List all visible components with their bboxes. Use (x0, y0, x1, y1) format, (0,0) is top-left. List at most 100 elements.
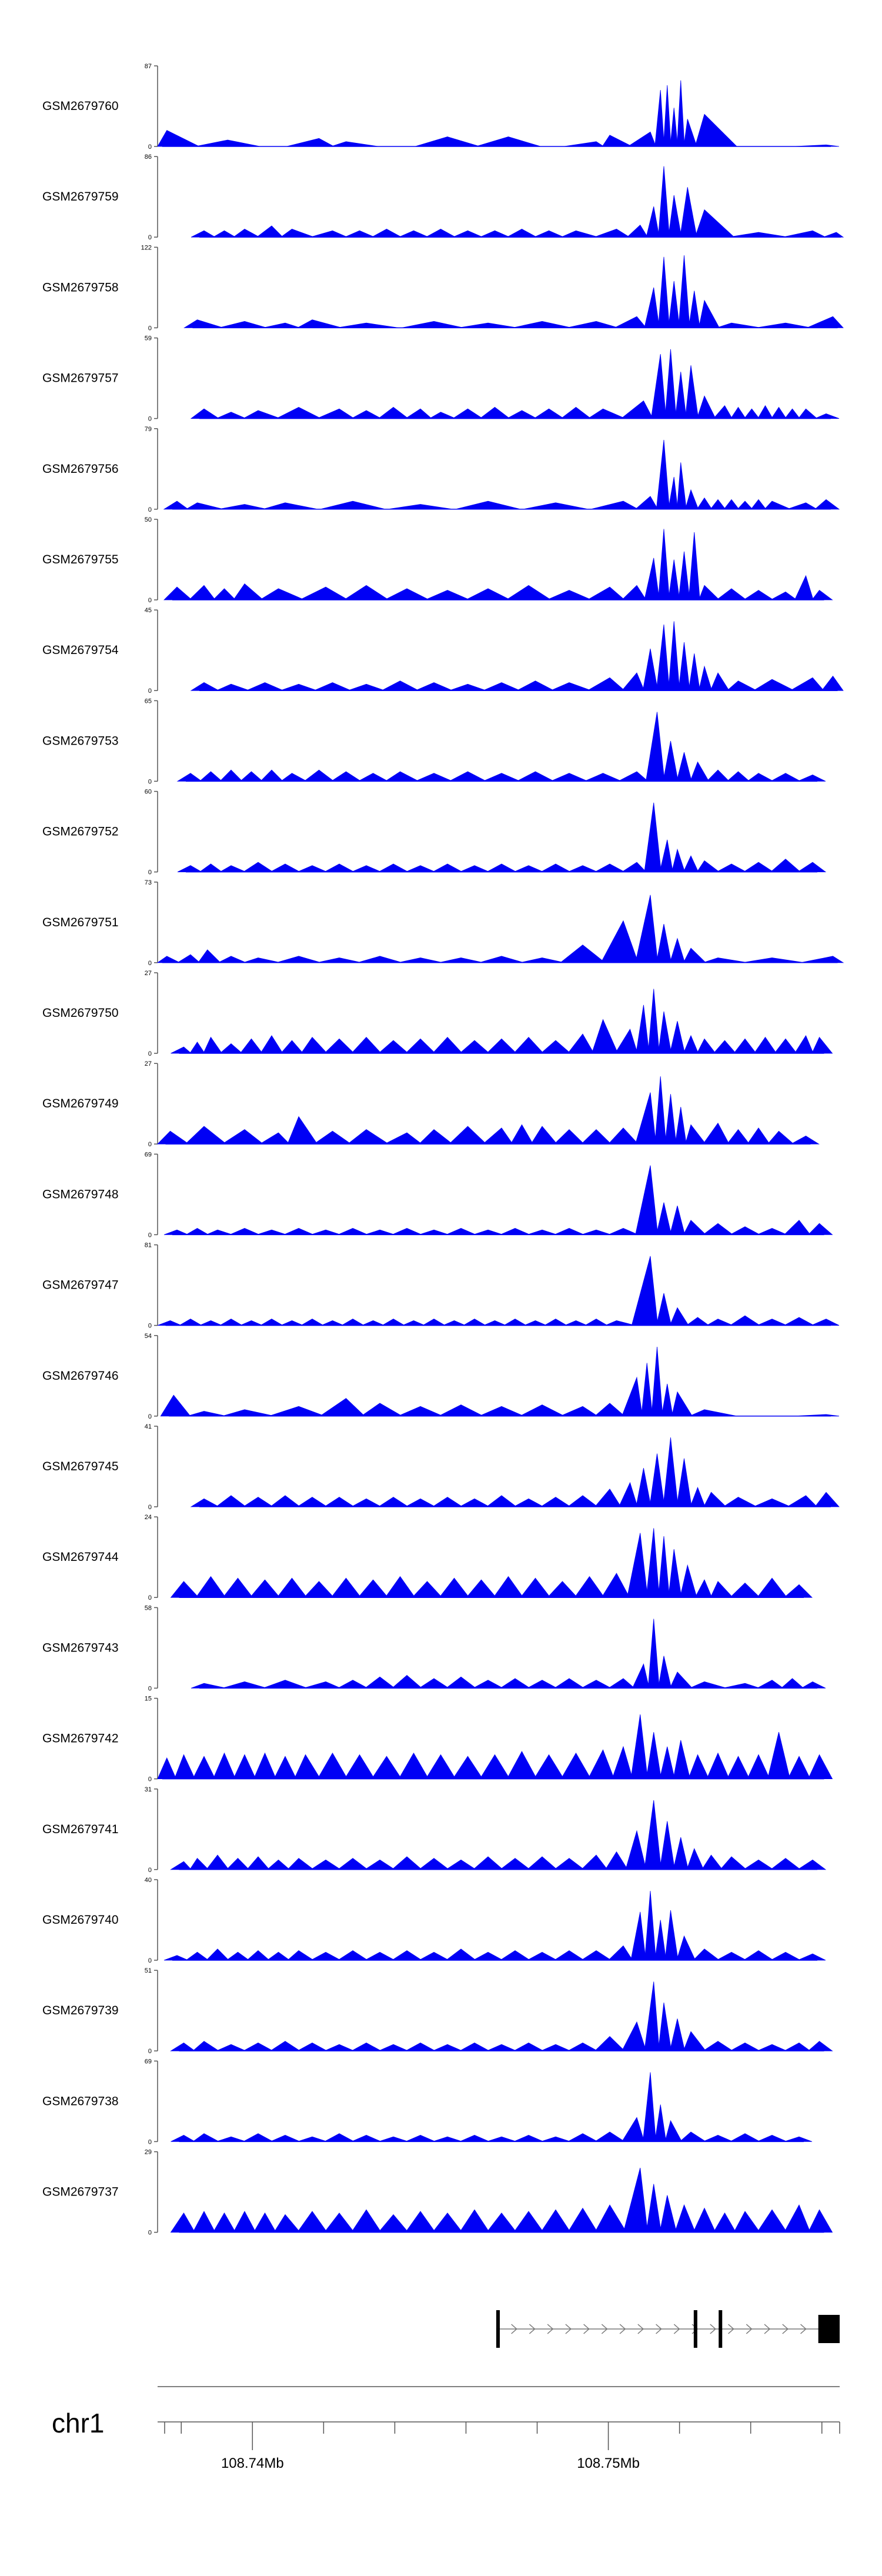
track-ymax-label: 45 (145, 607, 152, 614)
track-ymin-label: 0 (148, 2138, 152, 2145)
track-GSM2679737: GSM2679737 29 0 (42, 2149, 833, 2237)
track-ymax-label: 58 (145, 1604, 152, 1611)
track-label: GSM2679738 (42, 2094, 119, 2108)
intron-chevron (547, 2324, 554, 2334)
track-ymax-label: 31 (145, 1786, 152, 1793)
track-label: GSM2679746 (42, 1369, 119, 1383)
track-ymin-label: 0 (148, 1141, 152, 1148)
track-ymin-label: 0 (148, 1323, 152, 1330)
track-ymin-label: 0 (148, 325, 152, 332)
track-label: GSM2679747 (42, 1279, 119, 1292)
track-ymin-label: 0 (148, 2230, 152, 2237)
track-ymax-label: 24 (145, 1514, 152, 1521)
major-tick-label: 108.75Mb (577, 2455, 640, 2471)
gene-exon (693, 2310, 697, 2348)
genome-axis: chr1 108.74Mb 108.75Mb (52, 2386, 840, 2471)
track-label: GSM2679750 (42, 1006, 119, 1020)
track-ymin-label: 0 (148, 1413, 152, 1420)
track-ymin-label: 0 (148, 506, 152, 513)
track-label: GSM2679745 (42, 1460, 119, 1473)
track-GSM2679750: GSM2679750 27 0 (42, 970, 833, 1057)
intron-chevron (746, 2324, 753, 2334)
track-GSM2679746: GSM2679746 54 0 (42, 1333, 840, 1420)
track-GSM2679760: GSM2679760 87 0 (42, 63, 840, 151)
track-GSM2679755: GSM2679755 50 0 (42, 516, 833, 604)
track-ymin-label: 0 (148, 2048, 152, 2055)
intron-chevron (601, 2324, 608, 2334)
track-GSM2679753: GSM2679753 65 0 (42, 698, 826, 785)
track-ymax-label: 27 (145, 1060, 152, 1067)
intron-chevron (619, 2324, 626, 2334)
track-ymin-label: 0 (148, 144, 152, 151)
intron-chevron (583, 2324, 590, 2334)
track-GSM2679749: GSM2679749 27 0 (42, 1060, 820, 1148)
intron-chevron (529, 2324, 536, 2334)
intron-chevron (656, 2324, 662, 2334)
track-label: GSM2679749 (42, 1097, 119, 1110)
gene-model (496, 2310, 840, 2348)
track-ymin-label: 0 (148, 1504, 152, 1511)
track-ymin-label: 0 (148, 1594, 152, 1601)
track-ymax-label: 73 (145, 879, 152, 886)
track-ymax-label: 86 (145, 154, 152, 161)
track-ymax-label: 87 (145, 63, 152, 70)
track-label: GSM2679754 (42, 643, 119, 657)
track-GSM2679744: GSM2679744 24 0 (42, 1514, 813, 1601)
track-ymax-label: 79 (145, 426, 152, 433)
chromosome-label: chr1 (52, 2408, 104, 2438)
track-GSM2679743: GSM2679743 58 0 (42, 1604, 826, 1692)
track-GSM2679745: GSM2679745 41 0 (42, 1423, 840, 1511)
track-ymax-label: 60 (145, 789, 152, 796)
track-ymax-label: 15 (145, 1696, 152, 1703)
track-label: GSM2679753 (42, 734, 119, 748)
track-ymin-label: 0 (148, 960, 152, 967)
track-ymin-label: 0 (148, 1957, 152, 1964)
track-ymax-label: 69 (145, 2058, 152, 2065)
track-ymin-label: 0 (148, 1050, 152, 1057)
track-GSM2679759: GSM2679759 86 0 (42, 154, 844, 241)
track-ymin-label: 0 (148, 1867, 152, 1874)
track-GSM2679742: GSM2679742 15 0 (42, 1696, 833, 1783)
track-label: GSM2679740 (42, 1913, 119, 1927)
track-label: GSM2679756 (42, 462, 119, 476)
track-ymax-label: 81 (145, 1242, 152, 1249)
track-label: GSM2679741 (42, 1823, 119, 1836)
intron-chevron (800, 2324, 807, 2334)
gene-exon (719, 2310, 723, 2348)
track-ymax-label: 50 (145, 516, 152, 523)
intron-chevron (728, 2324, 734, 2334)
intron-chevron (710, 2324, 716, 2334)
track-ymin-label: 0 (148, 1776, 152, 1783)
track-label: GSM2679759 (42, 190, 119, 203)
track-ymin-label: 0 (148, 688, 152, 695)
track-label: GSM2679751 (42, 916, 119, 929)
intron-chevron (782, 2324, 789, 2334)
track-ymin-label: 0 (148, 416, 152, 423)
track-ymax-label: 59 (145, 335, 152, 342)
track-ymax-label: 40 (145, 1877, 152, 1884)
track-ymin-label: 0 (148, 597, 152, 604)
track-ymax-label: 29 (145, 2149, 152, 2156)
track-GSM2679751: GSM2679751 73 0 (42, 879, 844, 967)
track-ymax-label: 51 (145, 1967, 152, 1974)
track-GSM2679741: GSM2679741 31 0 (42, 1786, 827, 1874)
track-GSM2679740: GSM2679740 40 0 (42, 1877, 826, 1964)
track-ymax-label: 41 (145, 1423, 152, 1430)
track-label: GSM2679743 (42, 1641, 119, 1654)
track-label: GSM2679760 (42, 99, 119, 113)
intron-chevron (637, 2324, 644, 2334)
track-ymax-label: 122 (141, 244, 152, 251)
gene-exon (818, 2315, 840, 2343)
signal-tracks: GSM2679760 87 0 GSM2679759 86 0 GSM2679758 122 0… (42, 63, 844, 2237)
track-label: GSM2679752 (42, 825, 119, 839)
intron-chevron (673, 2324, 680, 2334)
track-ymin-label: 0 (148, 869, 152, 876)
track-GSM2679758: GSM2679758 122 0 (42, 244, 844, 332)
track-label: GSM2679755 (42, 553, 119, 566)
track-ymax-label: 65 (145, 698, 152, 705)
track-ymin-label: 0 (148, 1232, 152, 1239)
track-ymax-label: 54 (145, 1333, 152, 1340)
intron-chevron (565, 2324, 572, 2334)
